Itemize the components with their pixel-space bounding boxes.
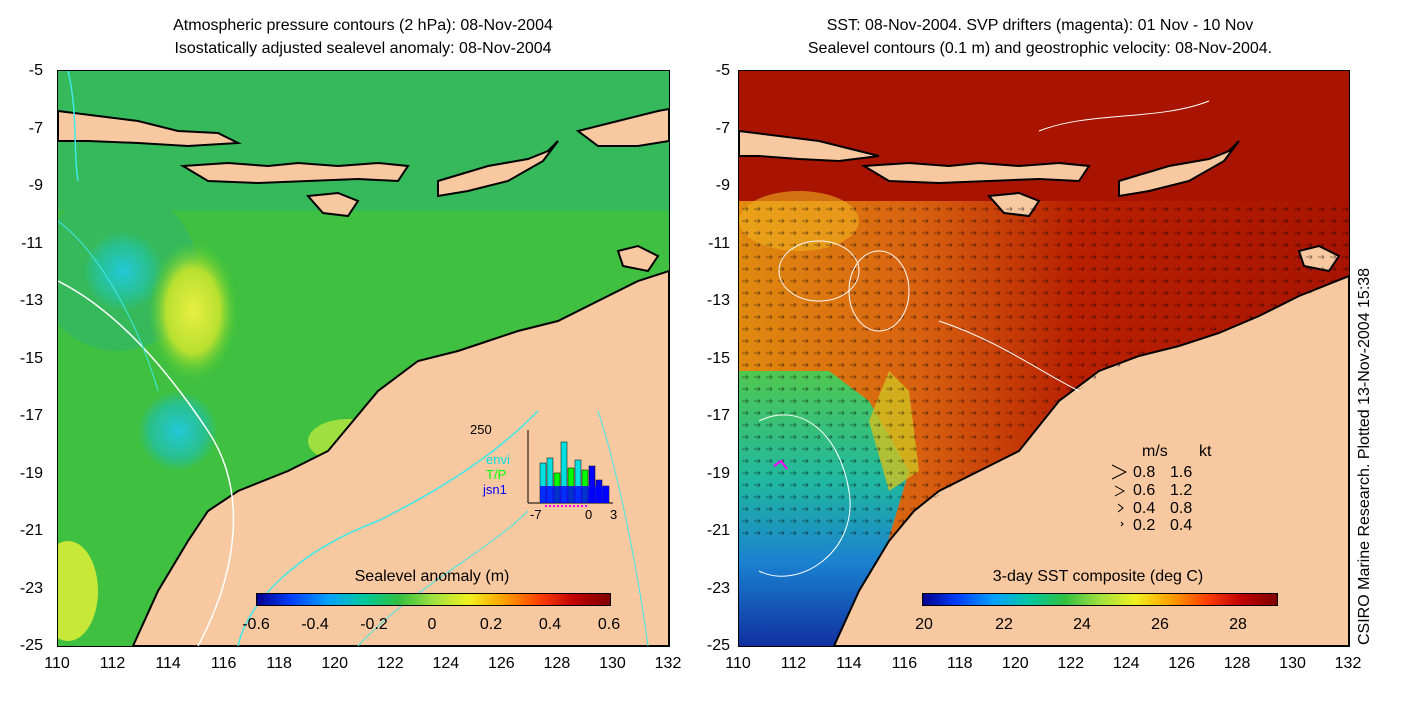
- x-tick-label: 122: [376, 655, 404, 672]
- sealevel-anomaly-map: [57, 70, 670, 647]
- y-tick-label: -9: [715, 177, 730, 194]
- inset-legend-tp: T/P: [486, 467, 507, 482]
- left-title-line2: Isostatically adjusted sealevel anomaly:…: [174, 40, 552, 57]
- y-tick-label: -11: [708, 234, 730, 252]
- speed-kt-2: 0.8: [1170, 500, 1193, 517]
- y-tick-label: -19: [706, 464, 730, 482]
- x-tick-label: 112: [780, 655, 807, 672]
- speed-ms-2: 0.4: [1133, 500, 1156, 517]
- x-tick-label: 126: [1168, 655, 1195, 672]
- sealevel-anomaly-graphic: [58, 71, 669, 646]
- x-tick-label: 122: [1057, 655, 1085, 672]
- left-cbar-tick: -0.6: [242, 616, 270, 633]
- x-tick-label: 128: [1223, 655, 1251, 672]
- y-tick-label: -7: [715, 119, 730, 137]
- left-colorbar-label: Sealevel anomaly (m): [354, 568, 510, 585]
- x-tick-label: 110: [44, 655, 70, 672]
- y-tick-label: -13: [19, 292, 43, 309]
- x-tick-label: 132: [654, 655, 682, 672]
- y-tick-label: -15: [706, 349, 730, 367]
- y-tick-label: -25: [706, 637, 730, 654]
- speed-ms-3: 0.2: [1133, 517, 1156, 534]
- inset-ymax-label: 250: [470, 422, 492, 437]
- x-tick-label: 130: [599, 655, 626, 672]
- left-colorbar: [256, 593, 611, 606]
- x-tick-label: 116: [891, 655, 918, 672]
- y-tick-label: -21: [706, 522, 730, 539]
- x-tick-label: 114: [836, 655, 862, 672]
- left-cbar-tick: 0.2: [479, 616, 503, 633]
- x-tick-label: 118: [266, 655, 292, 672]
- inset-xtick-neg7: -7: [530, 507, 542, 522]
- inset-legend-envi: envi: [486, 452, 510, 467]
- inset-xtick-3: 3: [610, 507, 618, 522]
- x-tick-label: 130: [1279, 655, 1306, 672]
- speed-ms-1: 0.6: [1133, 482, 1156, 499]
- left-cbar-tick: -0.4: [301, 616, 329, 633]
- speed-ms-0: 0.8: [1133, 464, 1156, 481]
- x-tick-label: 126: [488, 655, 515, 672]
- inset-histogram: [527, 430, 613, 507]
- x-tick-label: 132: [1334, 655, 1362, 672]
- x-tick-label: 120: [1001, 655, 1029, 672]
- x-tick-label: 114: [155, 655, 181, 672]
- left-cbar-tick: 0.6: [597, 616, 621, 633]
- y-tick-label: -23: [706, 579, 730, 597]
- left-title-line1: Atmospheric pressure contours (2 hPa): 0…: [173, 17, 553, 34]
- inset-xtick-0: 0: [585, 507, 593, 522]
- right-cbar-tick: 28: [1229, 616, 1247, 633]
- sst-graphic: [739, 71, 1349, 646]
- y-tick-label: -5: [28, 62, 43, 79]
- right-cbar-tick: 26: [1151, 616, 1169, 633]
- y-tick-label: -9: [28, 177, 43, 194]
- inset-legend-jsn1: jsn1: [483, 482, 507, 497]
- x-tick-label: 128: [543, 655, 571, 672]
- y-tick-label: -17: [19, 407, 43, 424]
- right-cbar-tick: 24: [1073, 616, 1091, 633]
- y-tick-label: -23: [19, 579, 43, 597]
- y-tick-label: -13: [706, 292, 730, 309]
- speed-kt-0: 1.6: [1170, 464, 1193, 481]
- x-tick-label: 110: [725, 655, 751, 672]
- y-tick-label: -11: [21, 234, 43, 252]
- y-tick-label: -21: [19, 522, 43, 539]
- left-cbar-tick: -0.2: [360, 616, 388, 633]
- left-cbar-tick: 0.4: [538, 616, 562, 633]
- y-tick-label: -17: [706, 407, 730, 424]
- right-cbar-tick: 22: [995, 616, 1013, 633]
- x-tick-label: 112: [99, 655, 126, 672]
- x-tick-label: 116: [210, 655, 237, 672]
- right-title-line1: SST: 08-Nov-2004. SVP drifters (magenta)…: [826, 17, 1254, 34]
- right-colorbar-label: 3-day SST composite (deg C): [992, 568, 1204, 585]
- y-tick-label: -19: [19, 464, 43, 482]
- x-tick-label: 118: [947, 655, 973, 672]
- y-tick-label: -25: [19, 637, 43, 654]
- side-note: CSIRO Marine Research. Plotted 13-Nov-20…: [1356, 267, 1373, 645]
- speed-kt-3: 0.4: [1170, 517, 1193, 534]
- x-tick-label: 124: [432, 655, 460, 672]
- y-tick-label: -7: [28, 119, 43, 137]
- x-tick-label: 124: [1112, 655, 1140, 672]
- right-colorbar: [922, 593, 1278, 606]
- y-tick-label: -5: [715, 62, 730, 79]
- speed-legend-ms-header: m/s: [1142, 443, 1168, 460]
- x-tick-label: 120: [321, 655, 349, 672]
- speed-legend-arrows: [1111, 464, 1128, 527]
- speed-kt-1: 1.2: [1170, 482, 1193, 499]
- right-title-line2: Sealevel contours (0.1 m) and geostrophi…: [807, 40, 1273, 57]
- y-tick-label: -15: [19, 349, 43, 367]
- sst-map: [738, 70, 1350, 647]
- right-cbar-tick: 20: [915, 616, 933, 633]
- left-cbar-tick: 0: [427, 616, 437, 633]
- speed-legend-kt-header: kt: [1199, 443, 1212, 460]
